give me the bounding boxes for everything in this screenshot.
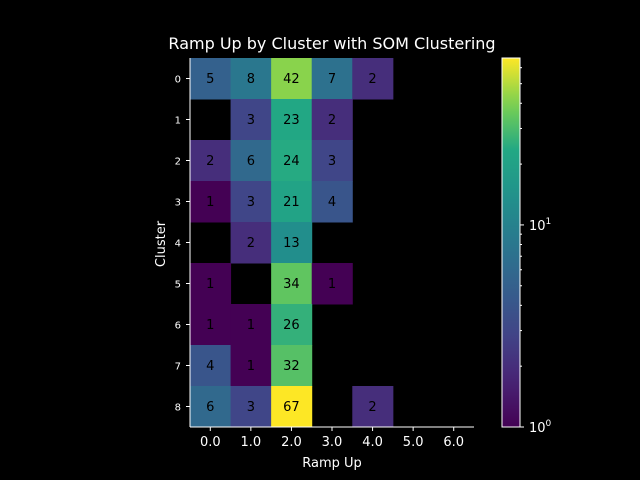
colorbar-ticks: 100 101 bbox=[520, 67, 552, 436]
y-tick-label: 4 bbox=[175, 239, 181, 250]
cell-value-label: 7 bbox=[328, 72, 336, 87]
cell-value-label: 3 bbox=[247, 113, 255, 128]
x-tick-label: 5.0 bbox=[403, 435, 424, 450]
cell-value-label: 6 bbox=[206, 400, 214, 415]
heatmap-cell bbox=[311, 58, 353, 100]
heatmap-cell bbox=[352, 58, 394, 100]
cell-value-label: 3 bbox=[328, 154, 336, 169]
cell-value-label: 1 bbox=[247, 318, 255, 333]
heatmap-cell bbox=[311, 263, 353, 305]
cell-value-label: 3 bbox=[247, 400, 255, 415]
cell-value-label: 13 bbox=[283, 236, 300, 251]
x-axis-title: Ramp Up bbox=[302, 456, 362, 471]
heatmap-cell bbox=[230, 304, 272, 346]
cell-value-label: 26 bbox=[283, 318, 300, 333]
cell-value-label: 2 bbox=[368, 72, 376, 87]
x-tick-label: 2.0 bbox=[281, 435, 302, 450]
cell-value-label: 2 bbox=[247, 236, 255, 251]
cell-value-label: 34 bbox=[283, 277, 300, 292]
y-tick-label: 2 bbox=[175, 157, 181, 168]
heatmap-cell bbox=[230, 345, 272, 387]
cell-value-label: 2 bbox=[328, 113, 336, 128]
cell-value-label: 21 bbox=[283, 195, 300, 210]
heatmap-cell bbox=[190, 140, 232, 182]
heatmap-cell bbox=[190, 181, 232, 223]
heatmap-cell bbox=[190, 386, 232, 428]
heatmap-cell bbox=[271, 181, 313, 223]
colorbar-tick-label: 100 bbox=[529, 419, 552, 436]
x-tick-label: 4.0 bbox=[362, 435, 383, 450]
cell-value-label: 6 bbox=[247, 154, 255, 169]
heatmap-cell bbox=[230, 58, 272, 100]
heatmap-cell bbox=[230, 386, 272, 428]
cell-value-label: 4 bbox=[206, 359, 214, 374]
y-axis-title: Cluster bbox=[154, 220, 169, 267]
heatmap-cell bbox=[271, 222, 313, 264]
heatmap-cell bbox=[190, 304, 232, 346]
cell-value-label: 23 bbox=[283, 113, 300, 128]
heatmap-cell-labels: 5 8 42 7 23 23 22 6 24 31 3 21 42 131 34 11 1 264 1 326 3 67 2 bbox=[206, 72, 377, 415]
cell-value-label: 32 bbox=[283, 359, 300, 374]
cell-value-label: 1 bbox=[247, 359, 255, 374]
heatmap-cell bbox=[190, 58, 232, 100]
colorbar bbox=[501, 57, 521, 428]
heatmap-cell bbox=[311, 181, 353, 223]
cell-value-label: 2 bbox=[368, 400, 376, 415]
heatmap-cell bbox=[190, 345, 232, 387]
y-tick-label: 8 bbox=[175, 403, 181, 414]
heatmap-cell bbox=[230, 222, 272, 264]
heatmap-cells bbox=[190, 58, 474, 428]
heatmap-cell bbox=[271, 140, 313, 182]
heatmap-cell bbox=[311, 99, 353, 141]
y-tick-label: 7 bbox=[175, 362, 181, 373]
y-tick-label: 3 bbox=[175, 198, 181, 209]
cell-value-label: 2 bbox=[206, 154, 214, 169]
cell-value-label: 1 bbox=[328, 277, 336, 292]
colorbar-tick-label: 101 bbox=[529, 217, 551, 234]
heatmap-cell bbox=[271, 386, 313, 428]
cell-value-label: 4 bbox=[328, 195, 336, 210]
y-tick-label: 1 bbox=[175, 116, 181, 127]
heatmap-cell bbox=[230, 140, 272, 182]
heatmap-cell bbox=[311, 140, 353, 182]
cell-value-label: 67 bbox=[283, 400, 300, 415]
y-tick-label: 5 bbox=[175, 280, 181, 291]
heatmap-cell bbox=[190, 263, 232, 305]
y-tick-label: 0 bbox=[175, 75, 181, 86]
heatmap-cell bbox=[230, 181, 272, 223]
y-axis: 0 1 2 3 4 5 6 7 8 bbox=[175, 58, 191, 427]
cell-value-label: 1 bbox=[206, 318, 214, 333]
cell-value-label: 42 bbox=[283, 72, 300, 87]
x-tick-label: 6.0 bbox=[443, 435, 464, 450]
heatmap-cell bbox=[230, 99, 272, 141]
heatmap-cell bbox=[271, 99, 313, 141]
y-tick-label: 6 bbox=[175, 321, 181, 332]
cell-value-label: 8 bbox=[247, 72, 255, 87]
chart-title: Ramp Up by Cluster with SOM Clustering bbox=[168, 34, 495, 53]
heatmap-cell bbox=[271, 263, 313, 305]
cell-value-label: 24 bbox=[283, 154, 300, 169]
x-tick-label: 3.0 bbox=[322, 435, 343, 450]
cell-value-label: 3 bbox=[247, 195, 255, 210]
cell-value-label: 5 bbox=[206, 72, 214, 87]
heatmap-cell bbox=[271, 58, 313, 100]
x-tick-label: 1.0 bbox=[241, 435, 262, 450]
x-axis: 0.0 1.0 2.0 3.0 4.0 5.0 6.0 bbox=[190, 426, 474, 450]
cell-value-label: 1 bbox=[206, 277, 214, 292]
cell-value-label: 1 bbox=[206, 195, 214, 210]
x-tick-label: 0.0 bbox=[200, 435, 221, 450]
heatmap-cell bbox=[271, 304, 313, 346]
heatmap-cell bbox=[352, 386, 394, 428]
heatmap-cell bbox=[271, 345, 313, 387]
